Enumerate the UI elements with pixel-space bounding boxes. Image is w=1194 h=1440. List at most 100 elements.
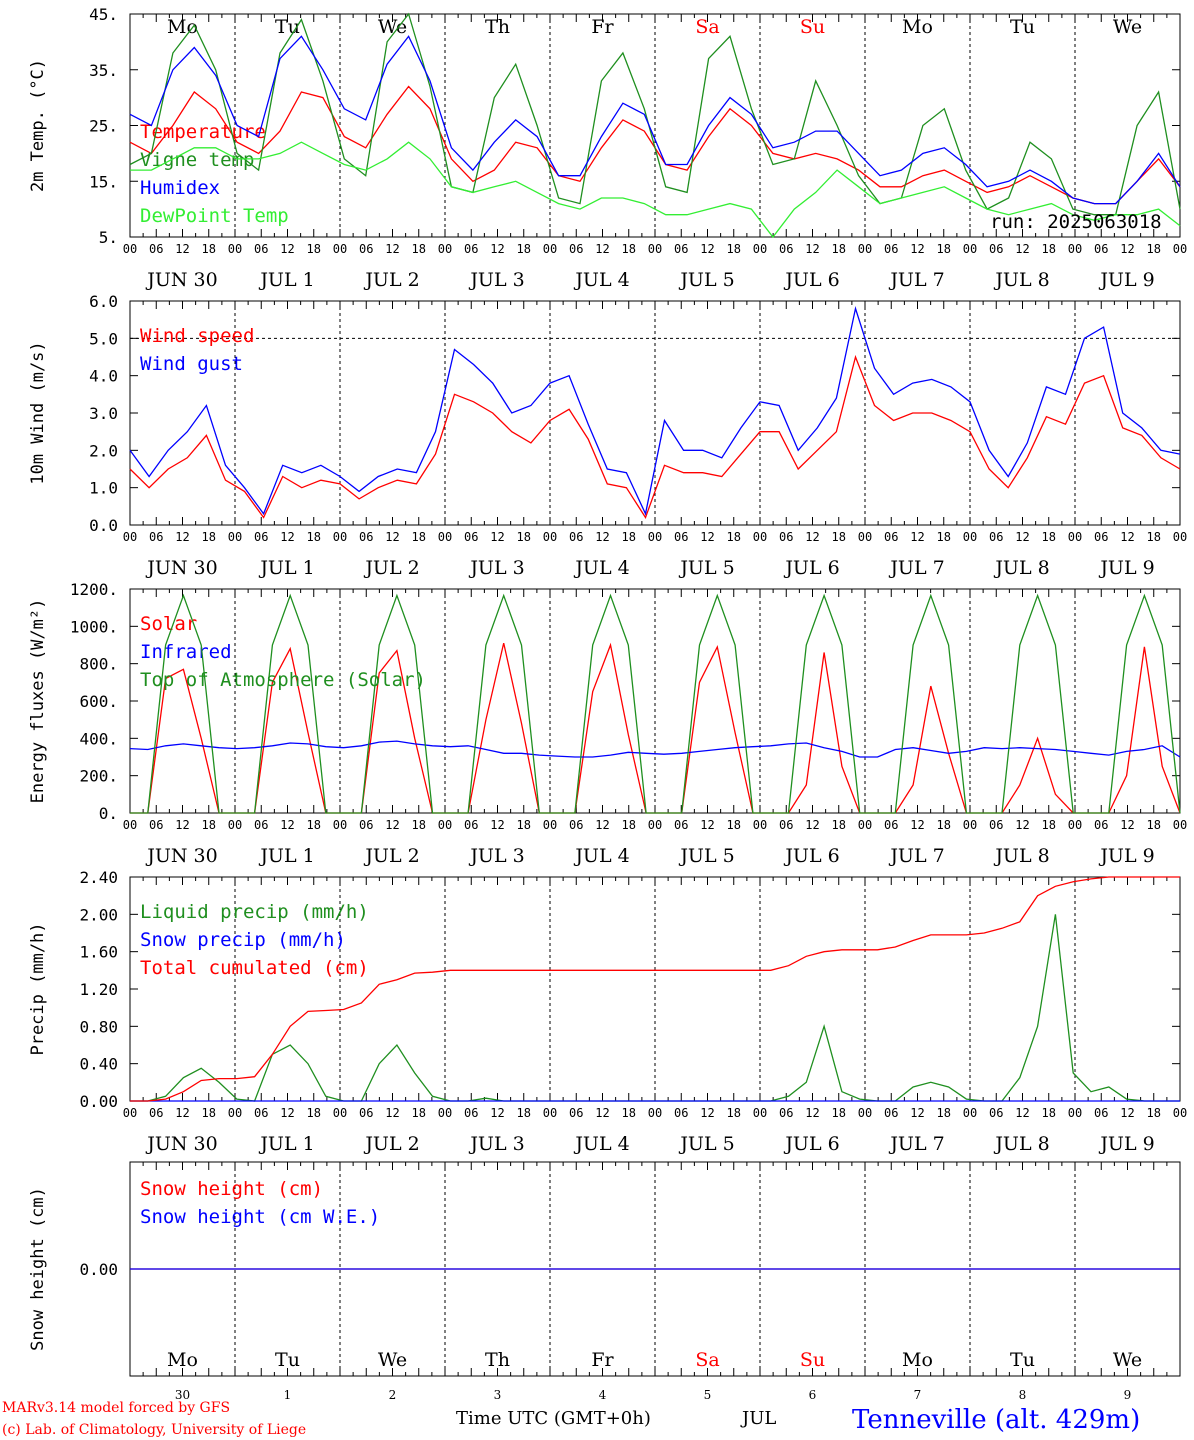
series-line-1: [129, 354, 1181, 519]
date-label: JUL 4: [573, 269, 629, 291]
hour-tick-label: 12: [805, 818, 819, 832]
hour-tick-label: 00: [1173, 242, 1187, 256]
hour-tick-label: 00: [228, 530, 242, 544]
hour-tick-label: 06: [884, 1106, 898, 1120]
hour-tick-label: 18: [1147, 1106, 1161, 1120]
date-label: JUN 30: [145, 269, 217, 291]
hour-tick-label: 00: [123, 530, 137, 544]
hour-tick-label: 12: [910, 530, 924, 544]
date-label: JUL 6: [783, 1133, 839, 1155]
hour-tick-label: 18: [622, 818, 636, 832]
plot-frame: [129, 13, 1181, 238]
legend-entry: Infrared: [140, 641, 232, 663]
hour-tick-label: 12: [1015, 1106, 1029, 1120]
date-label: JUL 6: [783, 845, 839, 867]
hour-tick-label: 06: [569, 242, 583, 256]
hour-tick-label: 00: [333, 242, 347, 256]
series-line-2: [129, 12, 1181, 216]
hour-tick-label: 18: [202, 242, 216, 256]
hour-tick-label: 12: [385, 818, 399, 832]
hour-tick-label: 18: [307, 242, 321, 256]
bottom-day-number: 5: [704, 1388, 712, 1402]
legend-entry: Wind speed: [140, 325, 254, 347]
date-label: JUL 1: [258, 1133, 314, 1155]
y-tick-label: 45.: [89, 5, 118, 24]
hour-tick-label: 06: [464, 530, 478, 544]
date-label: JUL 9: [1098, 1133, 1154, 1155]
hour-tick-label: 12: [280, 242, 294, 256]
bottom-day-of-week: Tu: [275, 1349, 300, 1371]
legend-entry: DewPoint Temp: [140, 205, 289, 227]
hour-tick-label: 00: [438, 1106, 452, 1120]
date-label: JUL 6: [783, 269, 839, 291]
y-tick-label: 0.0: [89, 516, 118, 535]
hour-tick-label: 00: [963, 242, 977, 256]
hour-tick-label: 00: [543, 530, 557, 544]
hour-tick-label: 06: [674, 530, 688, 544]
hour-tick-label: 12: [280, 530, 294, 544]
hour-tick-label: 00: [333, 1106, 347, 1120]
legend-entry: Wind gust: [140, 353, 243, 375]
date-label: JUL 6: [783, 557, 839, 579]
y-tick-label: 0.40: [79, 1055, 118, 1074]
y-tick-label: 4.0: [89, 367, 118, 386]
hour-tick-label: 06: [989, 242, 1003, 256]
hour-tick-label: 18: [517, 818, 531, 832]
legend-entry: Snow height (cm): [140, 1178, 323, 1200]
month-label: JUL: [740, 1408, 776, 1429]
y-tick-label: 200.: [79, 767, 118, 786]
y-tick-label: 5.: [99, 228, 118, 247]
bottom-day-of-week: Sa: [695, 1349, 719, 1371]
hour-tick-label: 12: [1015, 530, 1029, 544]
hour-tick-label: 06: [254, 1106, 268, 1120]
hour-tick-label: 00: [648, 1106, 662, 1120]
y-axis-label: Energy fluxes (W/m²): [28, 599, 48, 804]
hour-tick-label: 18: [832, 1106, 846, 1120]
hour-tick-label: 12: [1015, 818, 1029, 832]
hour-tick-label: 06: [989, 1106, 1003, 1120]
date-label: JUL 9: [1098, 557, 1154, 579]
bottom-day-of-week: Mo: [902, 1349, 933, 1371]
hour-tick-label: 06: [569, 1106, 583, 1120]
hour-tick-label: 18: [517, 1106, 531, 1120]
hour-tick-label: 18: [517, 242, 531, 256]
hour-tick-label: 00: [438, 530, 452, 544]
date-label: JUL 7: [888, 269, 944, 291]
hour-tick-label: 00: [753, 818, 767, 832]
hour-tick-label: 18: [1147, 242, 1161, 256]
series-line-2: [129, 305, 1181, 516]
bottom-day-number: 1: [284, 1388, 292, 1402]
date-label: JUL 7: [888, 557, 944, 579]
hour-tick-label: 00: [543, 1106, 557, 1120]
hour-tick-label: 18: [727, 818, 741, 832]
hour-tick-label: 18: [937, 242, 951, 256]
legend-entry: Liquid precip (mm/h): [140, 901, 369, 923]
hour-tick-label: 18: [1042, 530, 1056, 544]
hour-tick-label: 12: [910, 242, 924, 256]
date-label: JUL 9: [1098, 269, 1154, 291]
bottom-day-number: 3: [494, 1388, 502, 1402]
bottom-day-number: 7: [914, 1388, 922, 1402]
y-tick-label: 3.0: [89, 404, 118, 423]
bottom-day-of-week: Th: [485, 1349, 510, 1371]
y-tick-label: 5.0: [89, 329, 118, 348]
date-label: JUL 5: [678, 269, 734, 291]
date-label: JUL 7: [888, 1133, 944, 1155]
hour-tick-label: 00: [543, 818, 557, 832]
hour-tick-label: 12: [385, 242, 399, 256]
hour-tick-label: 06: [254, 242, 268, 256]
date-label: JUL 3: [468, 557, 524, 579]
hour-tick-label: 00: [1173, 530, 1187, 544]
y-tick-label: 6.0: [89, 292, 118, 311]
panel-1: 5. 15. 25. 35. 45. 2m Temp. (°C) 00 06 12 18 JUN 3…: [28, 5, 1187, 291]
date-label: JUL 8: [993, 845, 1049, 867]
hour-tick-label: 06: [884, 530, 898, 544]
day-of-week-label: We: [1113, 16, 1142, 38]
hour-tick-label: 18: [937, 818, 951, 832]
date-label: JUL 3: [468, 1133, 524, 1155]
y-axis-label: 2m Temp. (°C): [28, 59, 48, 192]
bottom-day-number: 8: [1019, 1388, 1027, 1402]
hour-tick-label: 06: [674, 242, 688, 256]
hour-tick-label: 18: [727, 1106, 741, 1120]
panel-4: 0.00 0.40 0.80 1.20 1.60 2.00 2.40 Precip (mm/h…: [28, 868, 1187, 1155]
